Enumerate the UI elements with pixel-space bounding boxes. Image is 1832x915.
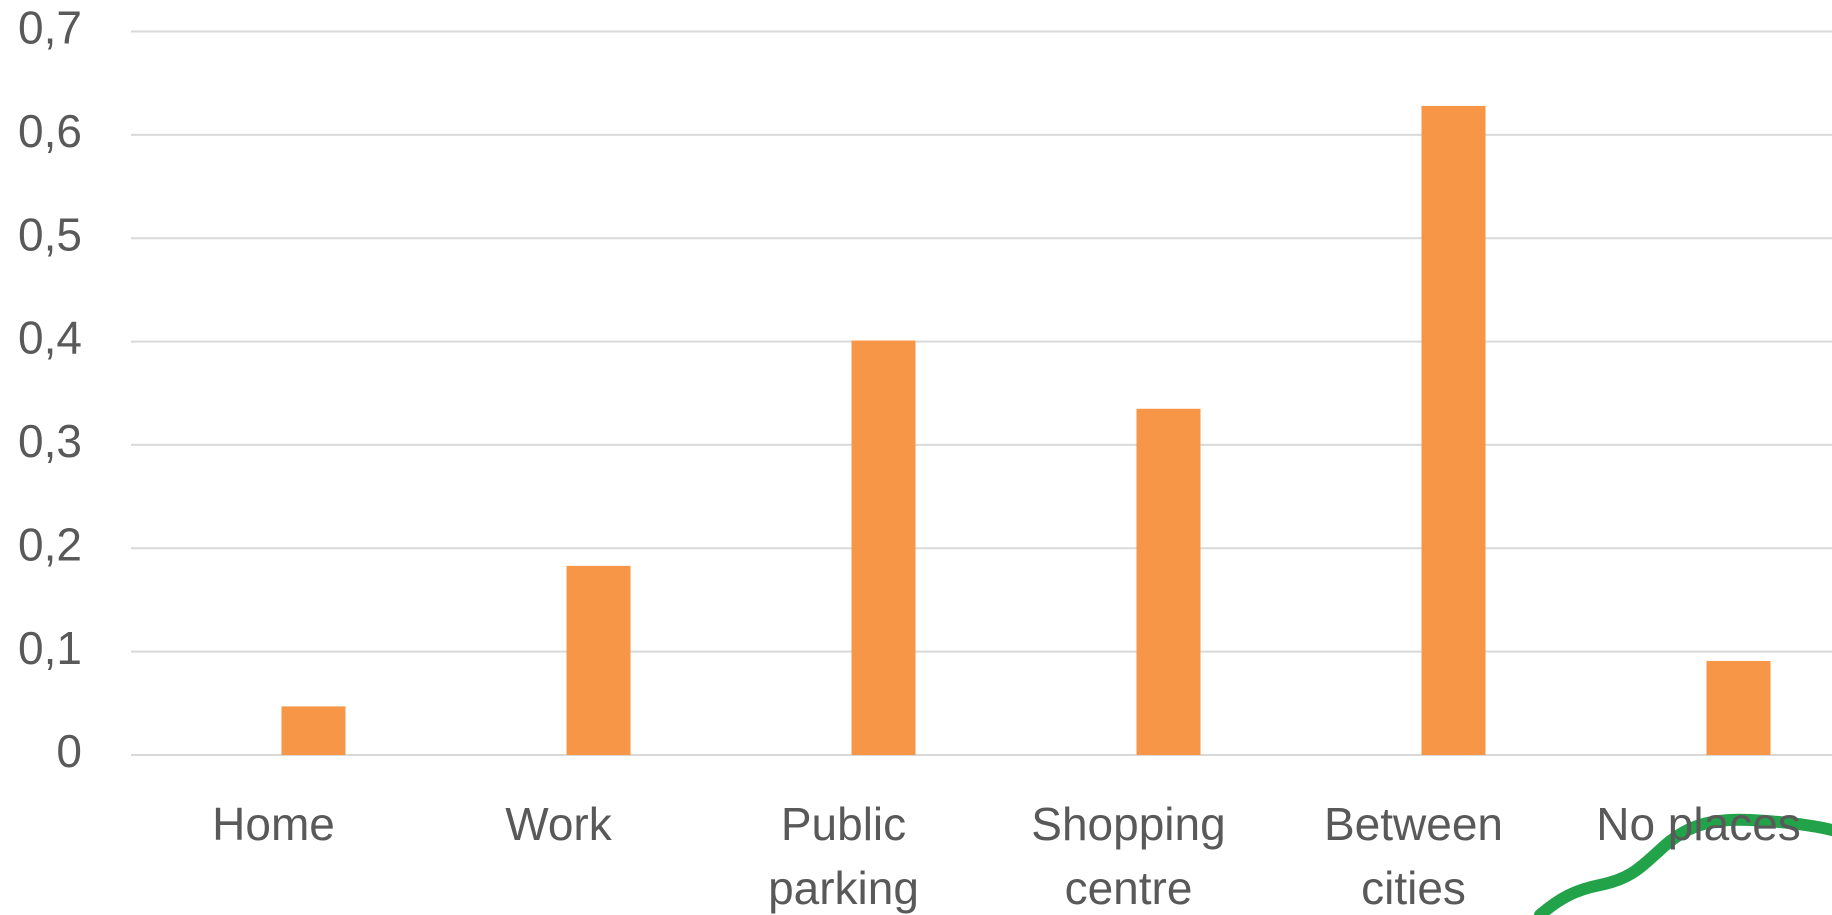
y-tick-label: 0,4 — [18, 312, 82, 364]
annotation-scribble — [1534, 813, 1832, 915]
x-tick-label: Home — [212, 798, 335, 850]
y-tick-label: 0,2 — [18, 518, 82, 570]
bar — [1136, 408, 1201, 755]
y-tick-label: 0 — [56, 725, 82, 777]
y-tick-label: 0,5 — [18, 208, 82, 260]
x-tick-label: Between cities — [1323, 798, 1503, 914]
x-tick-label: Shopping centre — [1031, 798, 1226, 914]
x-tick-label: No places — [1596, 798, 1801, 850]
y-tick-label: 0,3 — [18, 415, 82, 467]
x-tick-label: Work — [505, 798, 612, 850]
bar — [1421, 105, 1486, 756]
bar — [851, 340, 916, 755]
y-tick-label: 0,6 — [18, 105, 82, 157]
bar — [566, 565, 631, 755]
bar — [281, 706, 346, 755]
y-tick-label: 0,7 — [18, 2, 82, 54]
x-tick-label: Public parking — [768, 798, 919, 914]
bar — [1706, 660, 1771, 755]
y-tick-label: 0,1 — [18, 622, 82, 674]
